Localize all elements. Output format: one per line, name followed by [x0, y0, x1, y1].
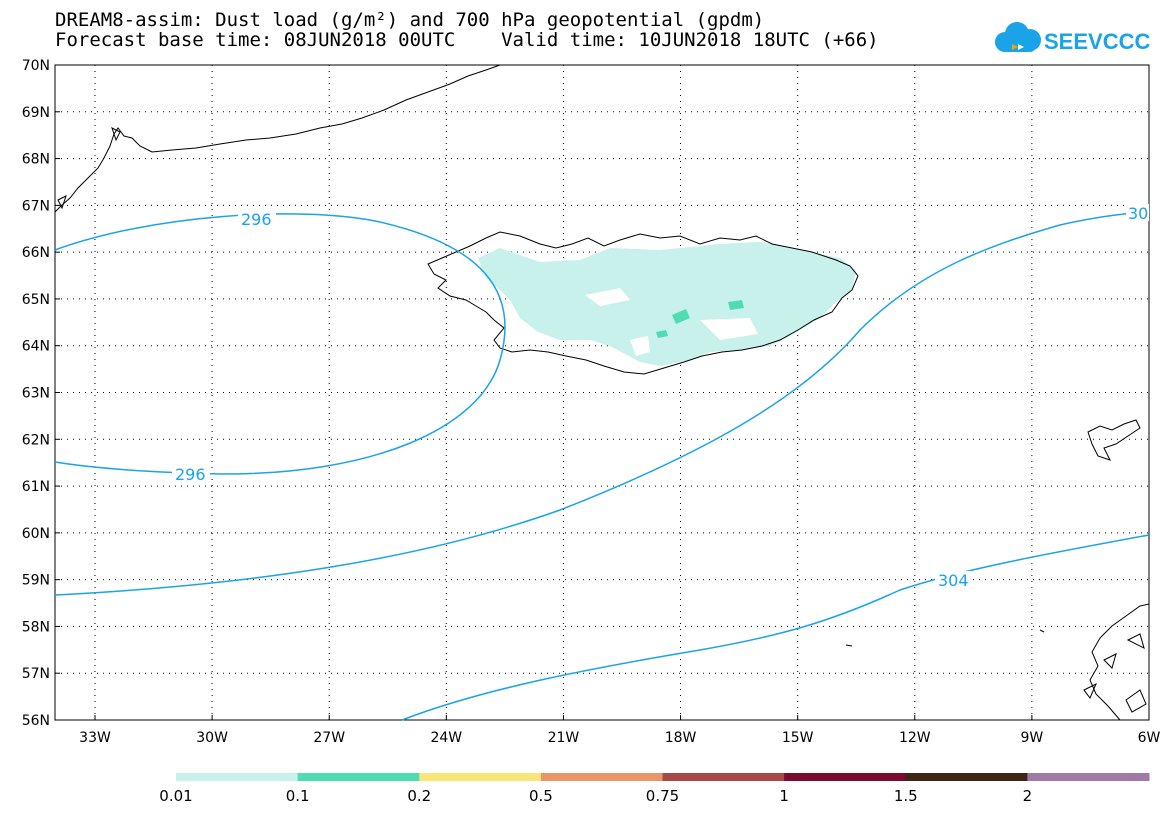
lat-label-64n: 64N — [22, 339, 50, 355]
lat-label-60n: 60N — [22, 526, 50, 542]
contour-label-296-top: 296 — [241, 210, 272, 229]
lon-label-12w: 12W — [899, 730, 931, 746]
lon-label-15w: 15W — [782, 730, 814, 746]
contour-304 — [401, 534, 1150, 721]
legend-swatch-0 — [176, 773, 299, 781]
lat-label-65n: 65N — [22, 292, 50, 308]
legend-swatch-4 — [662, 773, 785, 781]
dust-load-area — [478, 242, 856, 366]
lon-label-6w: 6W — [1138, 730, 1161, 746]
greenland-coast — [54, 64, 501, 213]
cloud-icon — [995, 22, 1041, 52]
legend-label-0: 0.01 — [159, 787, 192, 805]
scotland-coast — [1089, 603, 1150, 721]
lat-label-58n: 58N — [22, 619, 50, 635]
lat-label-57n: 57N — [22, 666, 50, 682]
legend-label-5: 1 — [779, 787, 789, 805]
lon-label-30w: 30W — [196, 730, 228, 746]
contour-label-304: 304 — [938, 571, 969, 590]
lat-label-63n: 63N — [22, 386, 50, 402]
lon-label-24w: 24W — [430, 730, 462, 746]
lat-label-68n: 68N — [22, 152, 50, 168]
lon-label-9w: 9W — [1021, 730, 1044, 746]
legend-swatch-3 — [540, 773, 663, 781]
seevccc-logo: SEEVCCC — [995, 22, 1150, 54]
lon-label-18w: 18W — [665, 730, 697, 746]
lat-label-61n: 61N — [22, 479, 50, 495]
legend-swatch-7 — [1027, 773, 1150, 781]
lat-label-67n: 67N — [22, 198, 50, 214]
contour-label-300: 30 — [1128, 204, 1148, 223]
lat-label-70n: 70N — [22, 58, 50, 74]
legend-label-2: 0.2 — [407, 787, 431, 805]
contour-300 — [54, 211, 1150, 596]
legend-label-4: 0.75 — [646, 787, 679, 805]
lat-label-69n: 69N — [22, 105, 50, 121]
map-title-line2: Forecast base time: 08JUN2018 00UTC Vali… — [55, 29, 879, 51]
legend-label-1: 0.1 — [286, 787, 310, 805]
contour-label-296-bottom: 296 — [175, 465, 206, 484]
legend-swatch-5 — [784, 773, 907, 781]
longitude-labels: 33W 30W 27W 24W 21W 18W 15W 12W 9W 6W — [79, 730, 1160, 746]
lat-label-56n: 56N — [22, 713, 50, 729]
lat-label-62n: 62N — [22, 432, 50, 448]
faroe-islands — [1087, 419, 1141, 461]
legend-label-6: 1.5 — [894, 787, 918, 805]
legend-swatch-2 — [419, 773, 542, 781]
contour-labels: 296 296 30 304 — [172, 204, 1149, 590]
iceland-coast — [427, 231, 859, 375]
legend-label-3: 0.5 — [529, 787, 553, 805]
map-title-line1: DREAM8-assim: Dust load (g/m²) and 700 h… — [55, 9, 765, 31]
lon-label-21w: 21W — [548, 730, 580, 746]
lon-label-33w: 33W — [79, 730, 111, 746]
legend-swatch-1 — [297, 773, 420, 781]
lat-label-59n: 59N — [22, 573, 50, 589]
lon-label-27w: 27W — [313, 730, 345, 746]
coastlines — [54, 64, 1150, 721]
legend-label-7: 2 — [1023, 787, 1033, 805]
latitude-labels: 70N 69N 68N 67N 66N 65N 64N 63N 62N 61N 60N 59N 58N 5… — [22, 58, 50, 729]
lat-label-66n: 66N — [22, 245, 50, 261]
axis-ticks — [55, 64, 1150, 721]
legend-swatch-6 — [905, 773, 1028, 781]
logo-text: SEEVCCC — [1044, 29, 1150, 54]
